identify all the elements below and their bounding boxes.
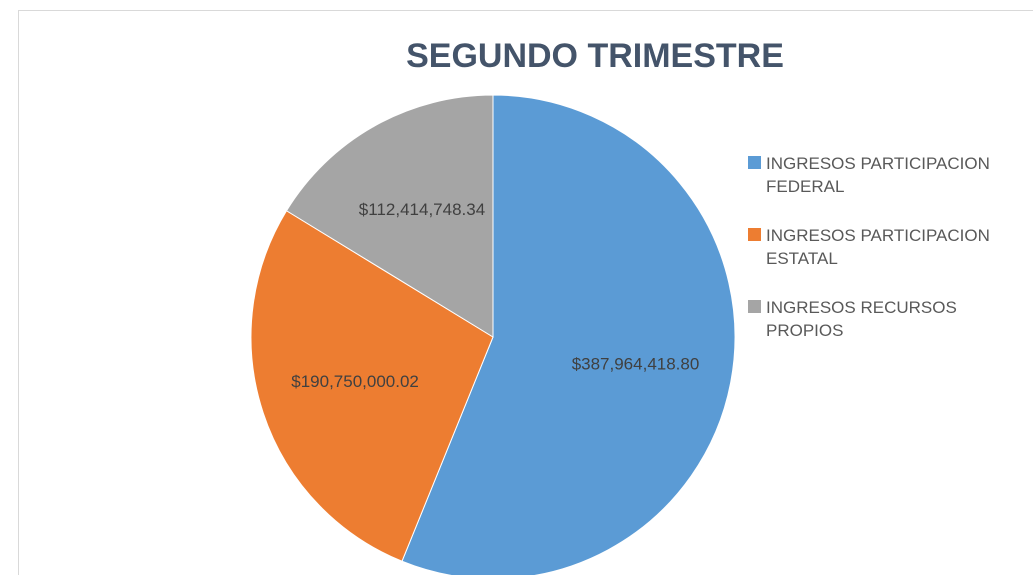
legend-swatch bbox=[748, 156, 761, 169]
data-label: $190,750,000.02 bbox=[291, 372, 419, 391]
legend-swatch bbox=[748, 300, 761, 313]
legend-label: INGRESOS RECURSOS PROPIOS bbox=[766, 298, 957, 340]
pie-slice bbox=[285, 94, 494, 338]
legend-label: INGRESOS PARTICIPACION ESTATAL bbox=[766, 226, 990, 268]
legend-label: INGRESOS PARTICIPACION FEDERAL bbox=[766, 154, 990, 196]
pie-slice bbox=[401, 94, 736, 575]
pie-slice bbox=[250, 210, 494, 562]
legend-item: INGRESOS PARTICIPACION ESTATAL bbox=[748, 224, 1028, 270]
data-label: $112,414,748.34 bbox=[359, 200, 485, 219]
legend-item: INGRESOS RECURSOS PROPIOS bbox=[748, 296, 1028, 342]
legend: INGRESOS PARTICIPACION FEDERAL INGRESOS P… bbox=[748, 152, 1028, 368]
data-label: $387,964,418.80 bbox=[572, 354, 700, 373]
chart-frame bbox=[18, 10, 1033, 575]
legend-swatch bbox=[748, 228, 761, 241]
chart-title: SEGUNDO TRIMESTRE bbox=[406, 37, 784, 75]
legend-item: INGRESOS PARTICIPACION FEDERAL bbox=[748, 152, 1028, 198]
